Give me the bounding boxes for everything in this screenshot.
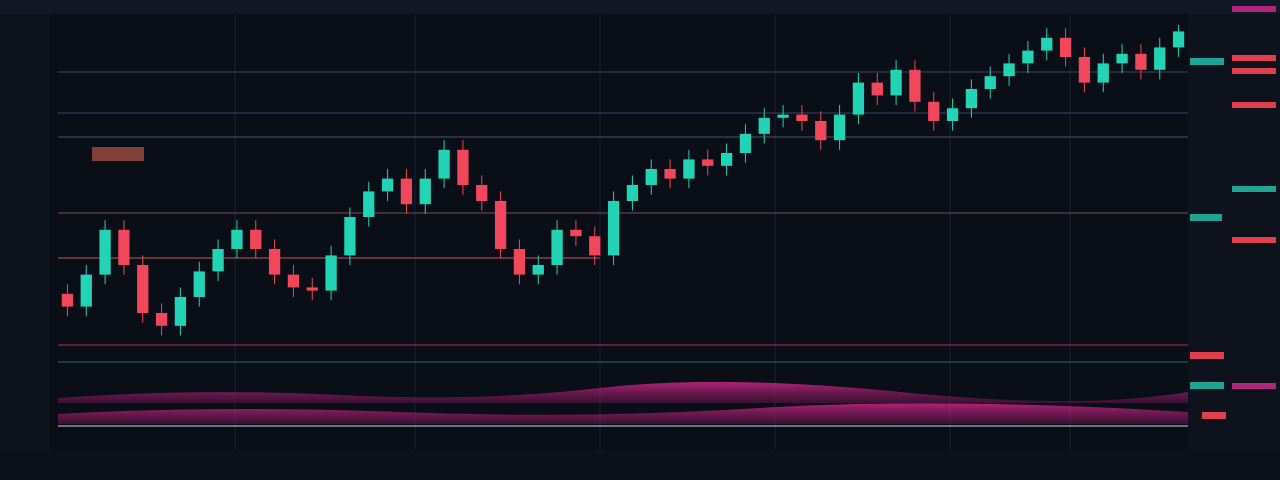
candle-body bbox=[306, 287, 318, 291]
candle-body bbox=[871, 82, 883, 96]
candle-body bbox=[702, 159, 714, 166]
candle-body bbox=[946, 108, 959, 121]
candle-body bbox=[532, 265, 544, 275]
candle-body bbox=[1059, 37, 1072, 57]
candle-body bbox=[476, 185, 488, 201]
candle-body bbox=[965, 89, 978, 109]
candle-body bbox=[589, 236, 601, 256]
candle-body bbox=[984, 76, 996, 89]
blurred-label bbox=[92, 147, 144, 161]
candle-body bbox=[80, 274, 92, 307]
candle-body bbox=[570, 229, 582, 237]
top-bar bbox=[0, 0, 1280, 14]
candle-body bbox=[1135, 53, 1147, 70]
candle-body bbox=[1078, 57, 1091, 83]
candle-body bbox=[325, 255, 337, 291]
candle-body bbox=[212, 249, 224, 272]
candle-body bbox=[1041, 37, 1053, 51]
left-panel bbox=[0, 14, 50, 454]
candle-body bbox=[739, 133, 752, 153]
candle-body bbox=[419, 178, 431, 205]
candle-body bbox=[796, 114, 808, 121]
candle-body bbox=[758, 117, 770, 134]
candle-body bbox=[1022, 50, 1034, 64]
candle-body bbox=[61, 293, 74, 307]
candle-body bbox=[494, 201, 507, 249]
candle-body bbox=[664, 169, 676, 179]
candle-body bbox=[1003, 63, 1015, 77]
candle-body bbox=[1116, 53, 1128, 64]
candle-body bbox=[457, 149, 469, 185]
candle-body bbox=[833, 114, 846, 141]
candle-body bbox=[720, 153, 733, 166]
candle-body bbox=[607, 201, 620, 256]
candle-body bbox=[268, 249, 281, 275]
candle-body bbox=[890, 69, 902, 96]
candle-body bbox=[777, 114, 789, 118]
candle-body bbox=[1097, 63, 1109, 83]
candle-body bbox=[193, 271, 205, 297]
candle-body bbox=[513, 249, 526, 275]
candle-body bbox=[400, 178, 413, 205]
candle-body bbox=[155, 313, 168, 326]
candle-body bbox=[231, 229, 243, 249]
candle-body bbox=[250, 229, 262, 249]
candle-body bbox=[928, 101, 940, 121]
candle-body bbox=[683, 159, 695, 179]
candle-body bbox=[1154, 47, 1166, 70]
candle-body bbox=[626, 185, 639, 201]
candle-body bbox=[287, 274, 300, 288]
candle-body bbox=[381, 178, 394, 192]
candle-body bbox=[645, 169, 657, 185]
candle-body bbox=[438, 149, 450, 179]
candle-body bbox=[909, 69, 921, 102]
candle-body bbox=[344, 217, 356, 256]
candle-body bbox=[815, 121, 827, 141]
volume-band bbox=[58, 381, 1188, 403]
candle-body bbox=[118, 229, 130, 265]
oscillator-band bbox=[58, 403, 1188, 424]
candle-body bbox=[99, 229, 111, 275]
candle-body bbox=[551, 229, 563, 265]
candle-body bbox=[137, 265, 149, 313]
price-panel bbox=[1188, 14, 1280, 454]
candle-body bbox=[852, 82, 865, 115]
price-tags bbox=[1190, 6, 1276, 419]
time-axis bbox=[0, 450, 1280, 480]
candle-body bbox=[174, 297, 187, 326]
candle-body bbox=[363, 191, 375, 217]
candle-body bbox=[1172, 31, 1185, 48]
